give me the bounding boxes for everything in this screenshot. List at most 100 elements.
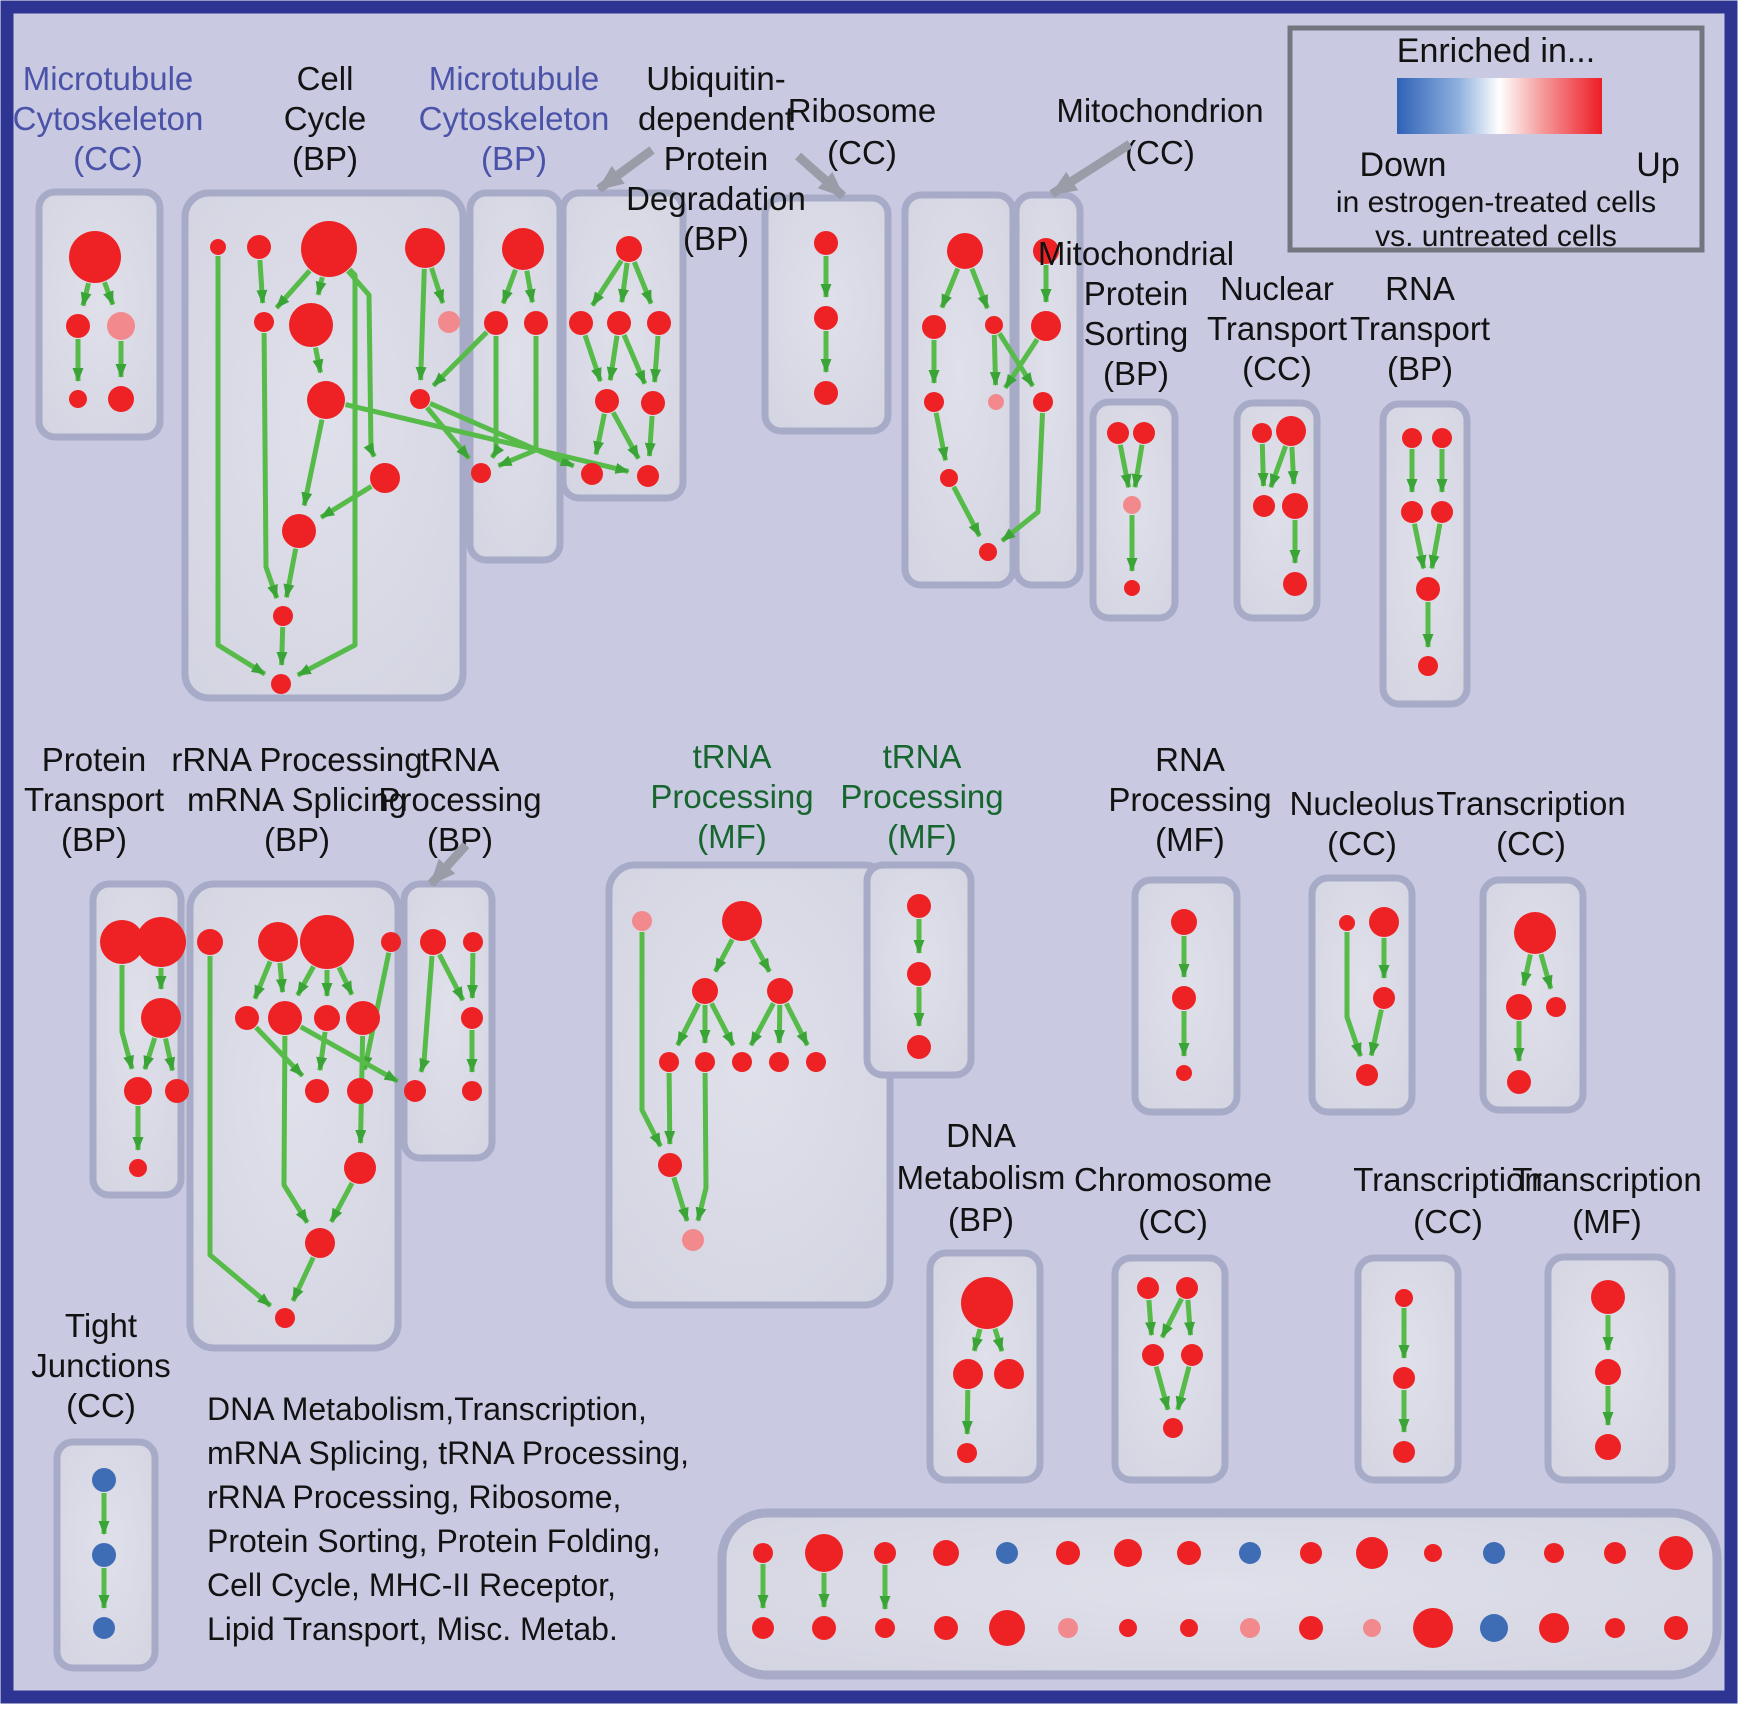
go-term-node-trmf1-7 <box>769 1052 789 1072</box>
go-term-node-rrna-8 <box>305 1079 329 1103</box>
go-term-node-strip-3 <box>933 1540 959 1566</box>
cluster-box-mito <box>1012 191 1084 589</box>
cluster-label-cc-line1: Cycle <box>284 100 367 137</box>
go-term-node-mps-3 <box>1124 580 1140 596</box>
label-pointer-arrow-2 <box>1049 140 1133 198</box>
cluster-label-trbp-line1: Processing <box>378 781 541 818</box>
edge-ub.0-ub.1 <box>590 259 624 307</box>
edge-cc.5-cc.7 <box>312 347 324 374</box>
edge-chrom.0-chrom.2 <box>1145 1299 1157 1337</box>
cluster-label-trmf2-line0: tRNA <box>883 738 962 775</box>
edge-dnam.0-dnam.2 <box>992 1328 1005 1353</box>
edge-nucl.2-nucl.3 <box>1368 1009 1384 1057</box>
go-term-node-rrna-5 <box>268 1001 302 1035</box>
edge-chrom.1-chrom.2 <box>1159 1297 1184 1339</box>
go-term-node-trbp-1 <box>463 932 483 952</box>
label-pointer-arrow-0 <box>596 146 655 193</box>
edge-nuct.0-nuct.2 <box>1257 443 1269 487</box>
edge-rrna.2-rrna.5 <box>295 965 316 997</box>
go-term-node-ubv-1 <box>814 306 838 330</box>
go-term-node-cc-0 <box>210 239 226 255</box>
cluster-label-dnam-line2: (BP) <box>948 1201 1014 1238</box>
go-term-node-rnat-2 <box>1401 501 1423 523</box>
edge-rrna.4-rrna.8 <box>254 1025 305 1078</box>
edge-mtbp.2-mtbp.3 <box>497 336 539 469</box>
go-term-node-chrom-2 <box>1142 1344 1164 1366</box>
go-term-node-rpmf-2 <box>1176 1065 1192 1081</box>
go-term-node-strip-12 <box>1483 1542 1505 1564</box>
edge-mito.1-ribo.4 <box>1003 338 1040 390</box>
cluster-label-txcc2-line1: (CC) <box>1413 1203 1483 1240</box>
cluster-box-strip <box>717 1508 1722 1680</box>
go-term-node-ribo-2 <box>985 316 1003 334</box>
go-term-node-trbp-2 <box>461 1007 483 1029</box>
cluster-label-mtbp-line0: Microtubule <box>429 60 600 97</box>
go-term-node-dnam-2 <box>994 1359 1024 1389</box>
edge-rrna.5-rrna.11 <box>281 1035 310 1224</box>
edge-pt.2-pt.4 <box>163 1037 176 1072</box>
go-term-node-rrna-9 <box>347 1078 373 1104</box>
cluster-label-rrna-line1: mRNA Splicing <box>187 781 407 818</box>
cluster-label-rnat-line0: RNA <box>1385 270 1455 307</box>
edge-ub.0-ub.2 <box>618 262 630 304</box>
edge-trmf1.2-trmf1.4 <box>675 1002 701 1047</box>
go-term-node-mps-0 <box>1107 422 1129 444</box>
edge-ribo.2-mito.2 <box>997 332 1035 388</box>
go-term-node-mtcc-4 <box>108 386 134 412</box>
go-term-node-mtcc-3 <box>69 390 87 408</box>
edge-ribo.0-ribo.1 <box>939 267 961 309</box>
cluster-label-tj-line0: Tight <box>65 1307 137 1344</box>
edge-ub.3-ub.5 <box>650 335 662 384</box>
edge-rrna.2-rrna.7 <box>336 966 355 996</box>
edge-cc.3-cc.8 <box>415 268 427 381</box>
cluster-label-rnat-line2: (BP) <box>1387 350 1453 387</box>
cluster-label-ub-line4: (BP) <box>683 220 749 257</box>
edge-rrna.10-rrna.11 <box>329 1181 355 1223</box>
cluster-label-trmf1-line2: (MF) <box>697 818 767 855</box>
edge-ribo.0-ribo.2 <box>969 267 990 310</box>
edge-cc.2-cc.9 <box>346 269 377 458</box>
go-term-node-strip-6 <box>1114 1539 1142 1567</box>
go-term-node-trmf1-4 <box>659 1052 679 1072</box>
edge-trmf1.1-trmf1.2 <box>713 938 735 973</box>
edge-trmf1.3-trmf1.8 <box>784 1002 810 1047</box>
go-term-node-strip-4 <box>996 1542 1018 1564</box>
go-term-node-mito-0 <box>1033 238 1059 264</box>
edge-cc.7-cc.10 <box>301 419 325 507</box>
misc-clusters-text-line5: Lipid Transport, Misc. Metab. <box>207 1611 618 1647</box>
go-term-node-strip-1 <box>805 1534 843 1572</box>
go-term-node-rnat-4 <box>1416 577 1440 601</box>
legend-up-label: Up <box>1636 146 1679 184</box>
go-term-node-ribo-1 <box>922 315 946 339</box>
go-term-node-rrna-4 <box>235 1006 259 1030</box>
cluster-label-ub-line1: dependent <box>638 100 794 137</box>
cluster-label-mito-line0: Mitochondrion <box>1056 92 1263 129</box>
go-term-node-dnam-0 <box>961 1277 1013 1329</box>
misc-clusters-text-line1: mRNA Splicing, tRNA Processing, <box>207 1435 689 1471</box>
go-term-node-strip-29 <box>1539 1613 1569 1643</box>
cluster-label-trmf1-line1: Processing <box>650 778 813 815</box>
edge-trmf1.0-trmf1.9 <box>639 932 663 1148</box>
legend-gradient-bar <box>1397 78 1602 134</box>
cluster-label-chrom-line0: Chromosome <box>1074 1161 1272 1198</box>
go-term-node-ub-7 <box>637 465 659 487</box>
go-term-node-nuct-3 <box>1282 493 1308 519</box>
cluster-label-dnam-line0: DNA <box>946 1117 1016 1154</box>
edge-trmf1.5-trmf1.10 <box>695 1072 709 1222</box>
go-term-node-ribo-3 <box>924 392 944 412</box>
misc-clusters-text-line2: rRNA Processing, Ribosome, <box>207 1479 621 1515</box>
go-term-node-txmf-0 <box>1591 1280 1625 1314</box>
cluster-label-pt-line1: Transport <box>24 781 164 818</box>
go-term-node-rrna-2 <box>300 915 354 969</box>
cluster-label-nuct-line1: Transport <box>1207 310 1347 347</box>
legend-box <box>1287 25 1705 253</box>
edge-trmf1.3-trmf1.7 <box>773 1004 785 1044</box>
go-term-node-trmf1-3 <box>767 978 793 1004</box>
go-term-node-pt-5 <box>129 1159 147 1177</box>
go-term-node-cc-4 <box>254 312 274 332</box>
edge-trmf1.4-trmf1.9 <box>664 1072 676 1145</box>
edge-ub.2-ub.4 <box>606 335 620 382</box>
go-term-node-mtcc-0 <box>69 231 121 283</box>
go-term-node-txcc2-2 <box>1393 1441 1415 1463</box>
go-term-node-cc-5 <box>289 303 333 347</box>
